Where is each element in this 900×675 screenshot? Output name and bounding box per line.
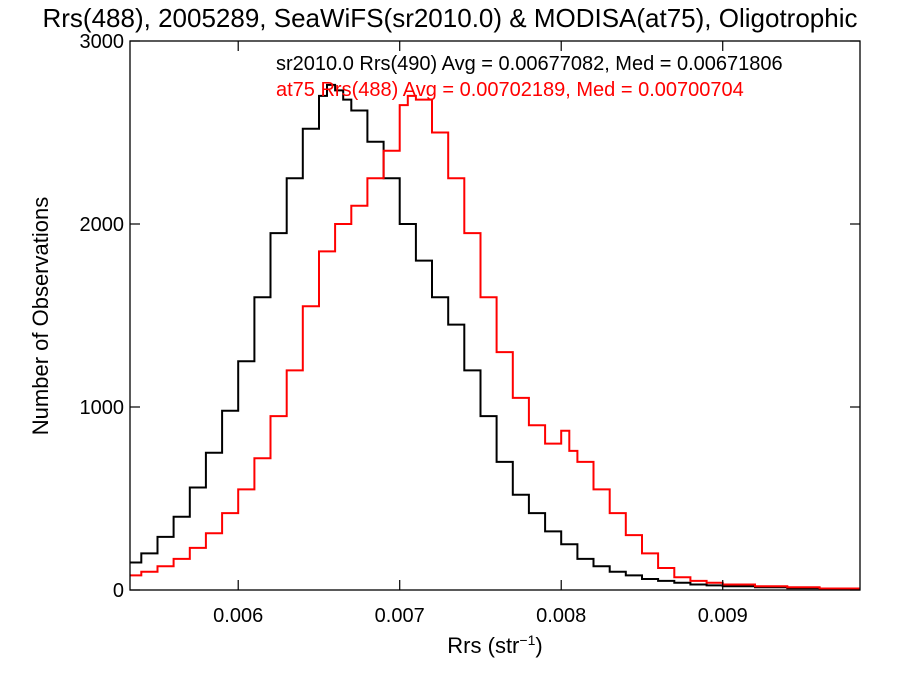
chart-title: Rrs(488), 2005289, SeaWiFS(sr2010.0) & M… [42,3,857,33]
y-axis-label: Number of Observations [28,197,53,435]
ticks-layer: 0.006 0.007 0.008 0.009 0 1000 2000 3000 [80,31,860,627]
x-axis-label-end: ) [535,633,542,658]
legend-series-2: at75 Rrs(488) Avg = 0.00702189, Med = 0.… [276,79,744,101]
y-tick-label: 3000 [80,31,125,53]
plot-frame [129,40,861,591]
y-tick-label: 0 [113,580,124,602]
y-tick-label: 2000 [80,214,125,236]
x-tick-label: 0.006 [213,605,263,627]
x-tick-label: 0.008 [536,605,586,627]
series-layer [130,83,860,590]
series-1-line [130,83,860,590]
x-axis-label-superscript: −1 [519,632,535,648]
legend-series-1: sr2010.0 Rrs(490) Avg = 0.00677082, Med … [276,53,783,75]
x-axis-label: Rrs (str−1) [447,632,542,658]
y-tick-label: 1000 [80,397,125,419]
x-tick-label: 0.009 [698,605,748,627]
series-2-line [130,94,860,590]
x-axis-label-main: Rrs (str [447,633,519,658]
x-tick-label: 0.007 [375,605,425,627]
